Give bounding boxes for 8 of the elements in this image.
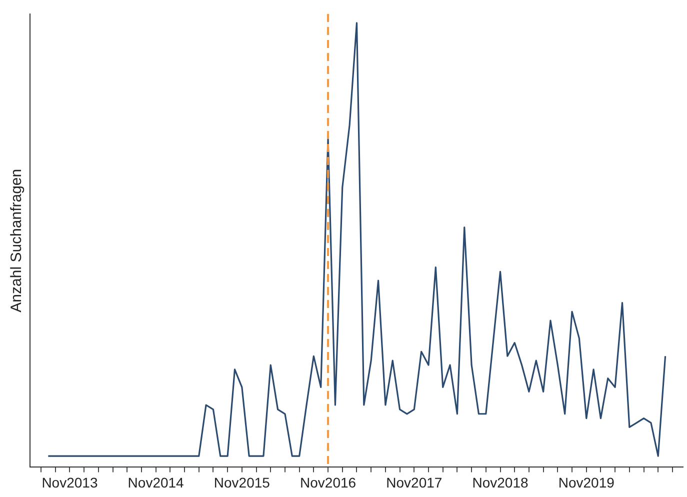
x-tick-label: Nov2018 [472, 474, 528, 490]
x-tick-label: Nov2014 [128, 474, 184, 490]
x-tick-label: Nov2013 [42, 474, 98, 490]
x-tick-label: Nov2017 [386, 474, 442, 490]
x-tick-label: Nov2019 [558, 474, 615, 490]
x-tick-label: Nov2016 [300, 474, 356, 490]
y-axis-title: Anzahl Suchanfragen [8, 168, 26, 312]
x-tick-label: Nov2015 [214, 474, 270, 490]
